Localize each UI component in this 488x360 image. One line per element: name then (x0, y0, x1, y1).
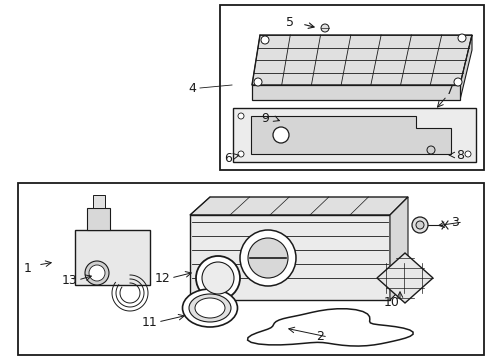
Circle shape (238, 113, 244, 119)
Polygon shape (190, 197, 407, 215)
Circle shape (272, 127, 288, 143)
Circle shape (411, 217, 427, 233)
Bar (18, 183, 483, 355)
Circle shape (261, 36, 268, 44)
Bar (220, 5, 483, 170)
Text: 3: 3 (450, 216, 458, 229)
Circle shape (415, 221, 423, 229)
Circle shape (238, 151, 244, 157)
Circle shape (202, 262, 234, 294)
Circle shape (253, 78, 262, 86)
Text: 11: 11 (142, 315, 158, 328)
Bar (190, 215, 389, 300)
Text: 10: 10 (383, 296, 399, 309)
Text: 1: 1 (24, 261, 32, 274)
Circle shape (196, 256, 240, 300)
Circle shape (247, 238, 287, 278)
Polygon shape (459, 35, 471, 100)
Bar (232, 108, 475, 162)
Bar (251, 85, 459, 100)
Text: 6: 6 (224, 152, 231, 165)
Bar (87, 208, 110, 230)
Bar (93, 195, 105, 208)
Text: 7: 7 (445, 84, 453, 96)
Ellipse shape (189, 294, 230, 322)
Text: 12: 12 (155, 271, 170, 284)
Circle shape (426, 146, 434, 154)
Bar (75, 230, 150, 285)
Polygon shape (251, 35, 471, 85)
Polygon shape (389, 197, 407, 300)
Text: 2: 2 (315, 330, 323, 343)
Text: 9: 9 (261, 112, 268, 125)
Circle shape (464, 151, 470, 157)
Text: 4: 4 (188, 81, 196, 95)
Ellipse shape (182, 289, 237, 327)
Circle shape (457, 34, 465, 42)
Circle shape (240, 230, 295, 286)
Text: 8: 8 (455, 149, 463, 162)
Circle shape (320, 24, 328, 32)
Text: 13: 13 (62, 274, 78, 287)
Circle shape (453, 78, 461, 86)
Polygon shape (250, 116, 450, 154)
Circle shape (85, 261, 109, 285)
Polygon shape (376, 253, 432, 303)
Circle shape (89, 265, 105, 281)
Text: 5: 5 (285, 15, 293, 28)
Polygon shape (247, 309, 412, 346)
Ellipse shape (195, 298, 224, 318)
